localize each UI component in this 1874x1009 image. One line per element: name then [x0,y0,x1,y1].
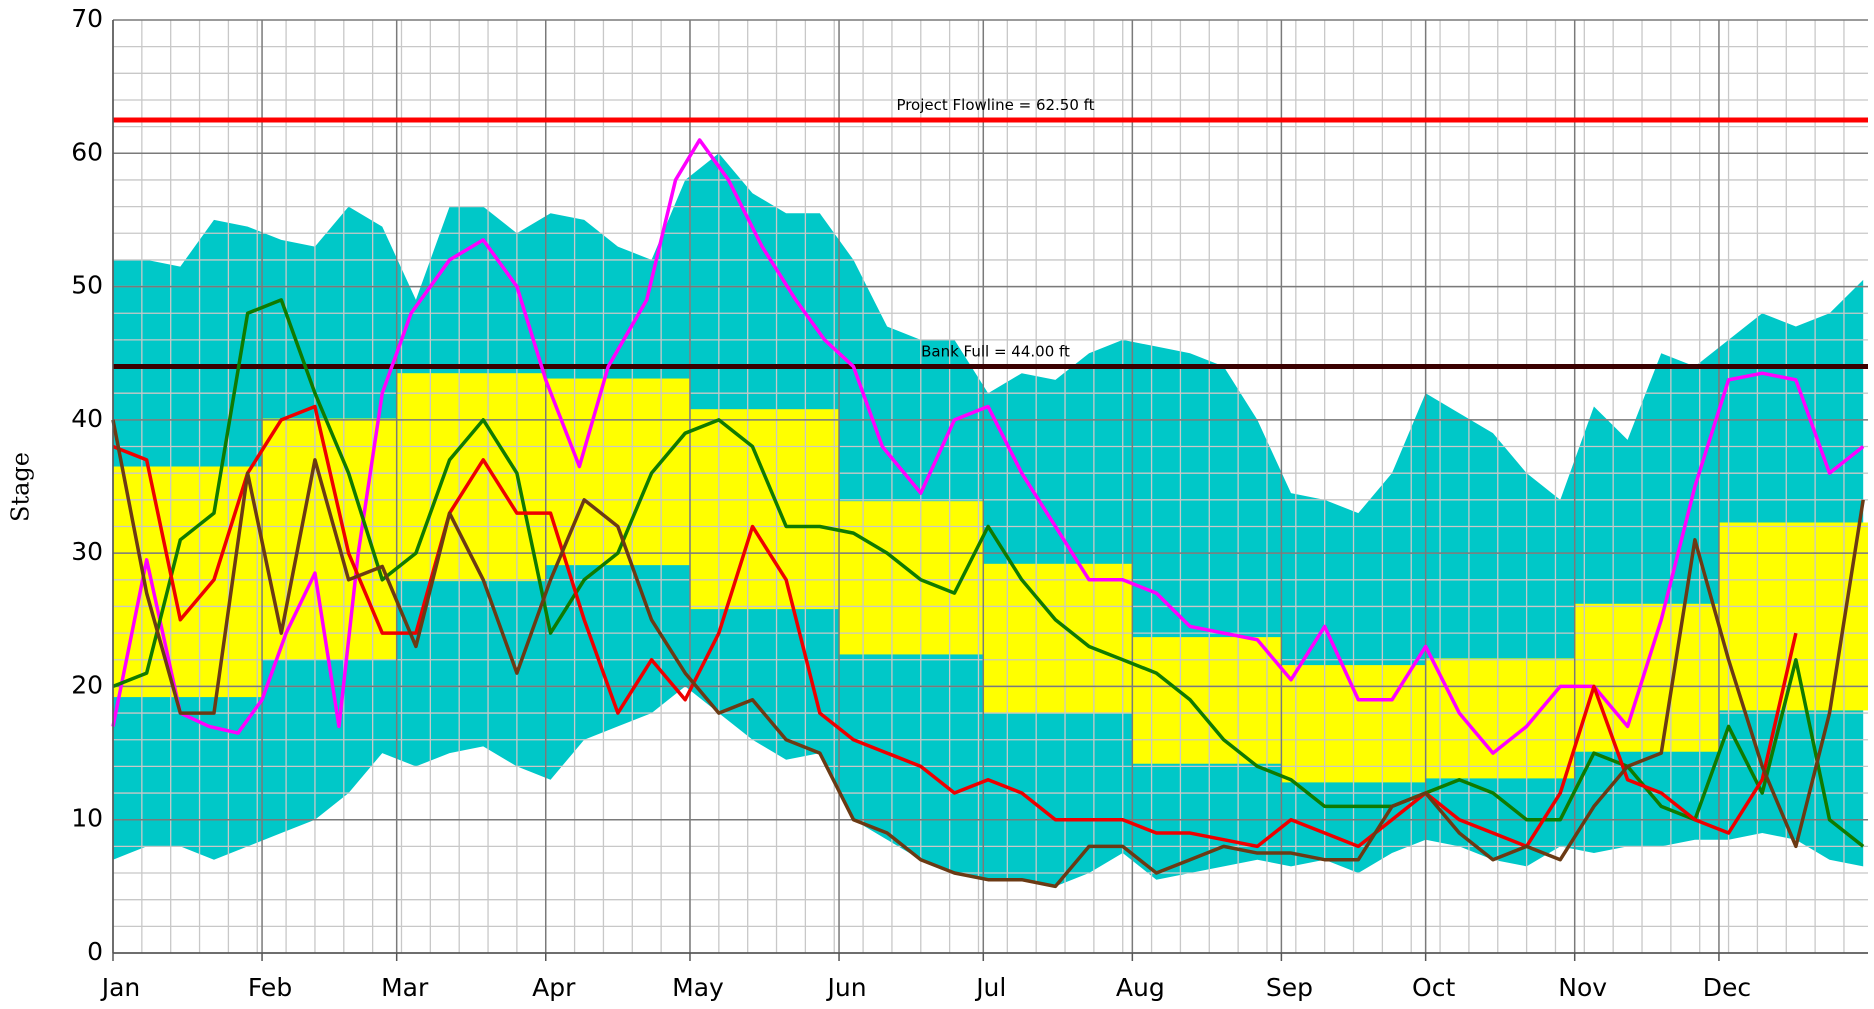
y-tick-label: 0 [87,937,103,966]
series-line [111,419,1865,889]
series-line [111,138,1865,755]
y-axis-label: Stage [7,452,35,522]
y-tick-label: 50 [71,271,103,300]
x-tick-label: Aug [1116,973,1165,1002]
y-tick-label: 60 [71,137,103,166]
x-tick-label: Oct [1412,973,1455,1002]
x-tick-label: Feb [248,973,292,1002]
y-tick-label: 20 [71,670,103,699]
y-tick-label: 30 [71,537,103,566]
x-tick-label: May [672,973,724,1002]
reference-label: Bank Full = 44.00 ft [921,343,1070,361]
x-tick-label: Jun [826,973,867,1002]
y-tick-label: 40 [71,404,103,433]
x-tick-label: Sep [1266,973,1313,1002]
y-tick-label: 70 [71,4,103,33]
monthly-range-box [689,409,840,610]
x-tick-label: Apr [532,973,576,1002]
monthly-range-box [983,563,1133,714]
x-tick-label: Dec [1703,973,1751,1002]
x-tick-label: Nov [1558,973,1607,1002]
reference-label: Project Flowline = 62.50 ft [896,96,1094,114]
monthly-range-box [1132,637,1282,764]
series-line [112,298,1865,848]
series-line [112,404,1798,849]
x-tick-label: Jan [100,973,141,1002]
x-tick-label: Mar [381,973,429,1002]
monthly-range-box [1425,658,1575,779]
x-tick-label: Jul [974,973,1006,1002]
monthly-range-box [1574,603,1719,752]
y-tick-label: 10 [71,804,103,833]
